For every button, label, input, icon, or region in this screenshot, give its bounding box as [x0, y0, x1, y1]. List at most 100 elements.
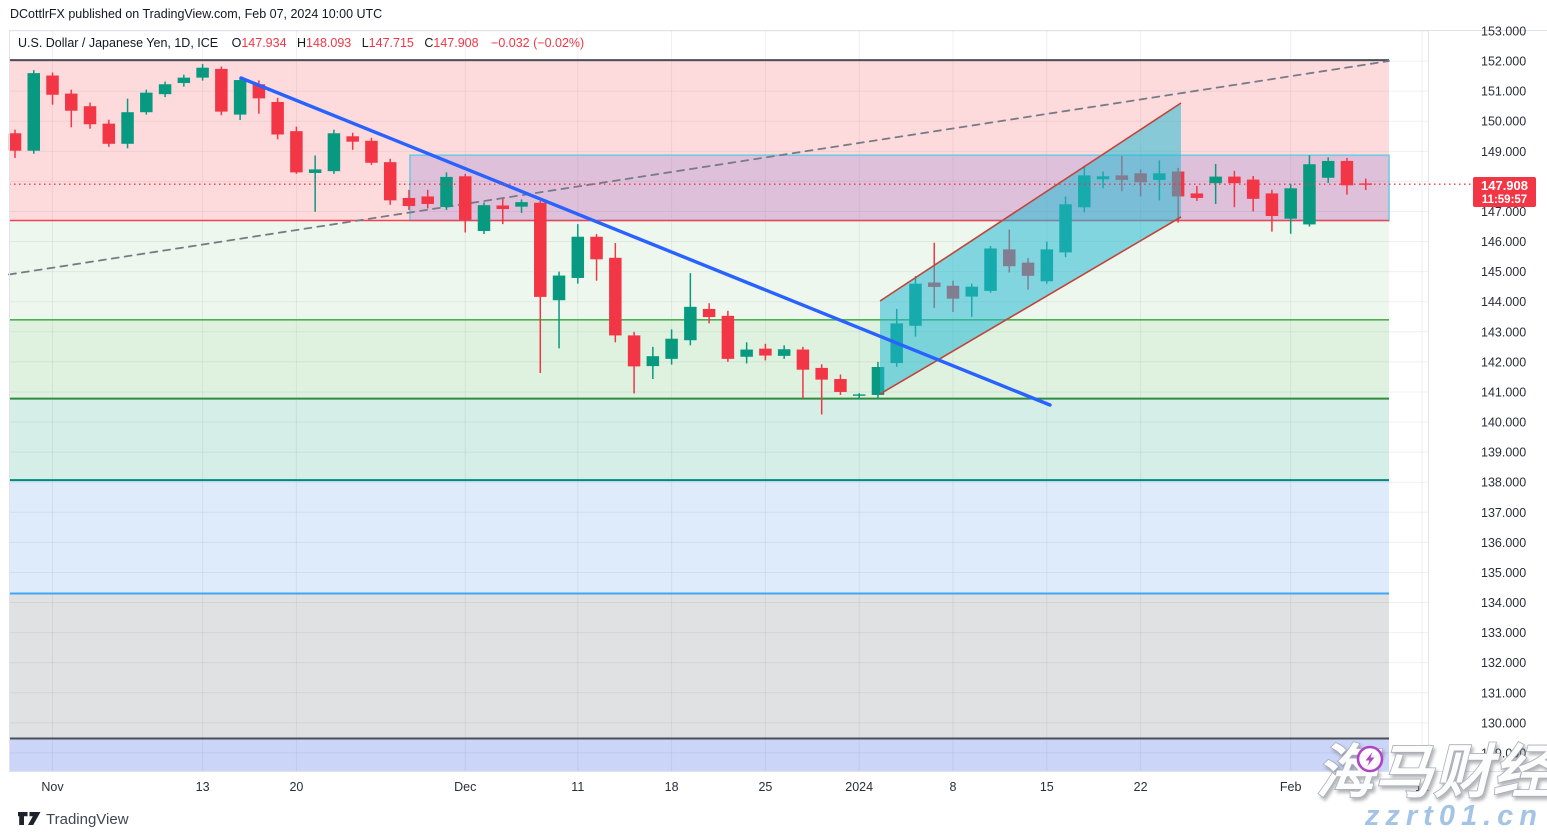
tradingview-mark-icon: [18, 812, 41, 825]
ascending-channel-fill[interactable]: [880, 103, 1181, 394]
time-tick-label: 25: [758, 780, 772, 794]
price-tick-label: 147.000: [1481, 205, 1526, 219]
trendline-descending-blue[interactable]: [239, 76, 1052, 407]
price-tick-label: 142.000: [1481, 355, 1526, 369]
candle: [571, 224, 585, 284]
attribution-text: DCottlrFX published on TradingView.com, …: [10, 7, 382, 21]
zone-support-green-2[interactable]: [9, 319, 1389, 399]
ascending-channel[interactable]: [879, 102, 1182, 395]
candle: [46, 72, 59, 105]
zone-support-green-1[interactable]: [9, 220, 1389, 320]
candle-body: [1321, 160, 1335, 178]
analysis-zones[interactable]: [9, 60, 1390, 771]
time-tick-label: 13: [196, 780, 210, 794]
zone-pivot-purple[interactable]: [409, 154, 1390, 222]
candle-body: [327, 133, 341, 172]
low-value: 147.715: [369, 36, 414, 50]
candle-body: [215, 68, 228, 112]
candle-body: [740, 349, 753, 357]
candle: [383, 158, 397, 205]
candle-body: [665, 338, 678, 359]
price-tick-label: 146.000: [1481, 235, 1526, 249]
candle: [271, 97, 284, 140]
candle-body: [1209, 176, 1222, 184]
candle: [515, 199, 528, 213]
candle-body: [65, 93, 78, 111]
candle: [777, 345, 791, 359]
time-axis[interactable]: [9, 772, 1428, 802]
candle-body: [552, 275, 566, 301]
trendlines-under[interactable]: [8, 60, 1390, 276]
price-tick-label: 143.000: [1481, 325, 1526, 339]
candle: [290, 126, 303, 174]
price-tag-value: 147.908: [1481, 178, 1528, 193]
candle-body: [571, 236, 585, 278]
candle-body: [27, 73, 41, 151]
price-tag-background: [1473, 177, 1536, 207]
zone-support-blue[interactable]: [9, 480, 1389, 594]
zone-support-periwinkle[interactable]: [9, 738, 1389, 771]
price-tick-label: 130.000: [1481, 716, 1526, 730]
candle: [1209, 163, 1222, 204]
time-tick-label: 12: [1415, 780, 1429, 794]
candle-body: [1246, 179, 1260, 199]
candle: [740, 342, 753, 364]
candle: [440, 172, 453, 210]
candle-body: [421, 196, 434, 204]
candle: [627, 331, 641, 394]
current-price-tag: 147.908 11:59:57: [1473, 177, 1536, 207]
flash-icon[interactable]: [1356, 745, 1384, 773]
candle: [534, 200, 547, 374]
time-tick-label: Nov: [41, 780, 64, 794]
candle: [402, 189, 416, 210]
zone-support-gray[interactable]: [9, 593, 1389, 739]
candle-body: [402, 197, 416, 207]
candle: [1190, 185, 1204, 201]
legend-row: U.S. Dollar / Japanese Yen, 1D, ICE O 147…: [18, 36, 584, 50]
price-tick-label: 149.000: [1481, 145, 1526, 159]
candle: [646, 346, 660, 380]
close-value: 147.908: [433, 36, 478, 50]
candle-body: [534, 202, 547, 297]
candle-body: [158, 84, 172, 95]
time-tick-label: 22: [1134, 780, 1148, 794]
ascending-channel-lower-edge[interactable]: [879, 216, 1182, 395]
candle-body: [721, 315, 735, 359]
candle-body: [1340, 160, 1354, 186]
level-lines[interactable]: [9, 59, 1389, 740]
price-tick-label: 134.000: [1481, 596, 1526, 610]
zone-support-teal[interactable]: [9, 398, 1389, 481]
candle-body: [684, 306, 697, 341]
candle: [1228, 170, 1241, 208]
candle: [8, 129, 22, 158]
candle-body: [796, 349, 810, 370]
candle: [1359, 178, 1372, 190]
price-tick-label: 141.000: [1481, 385, 1526, 399]
high-label: H: [297, 36, 306, 50]
time-tick-label: 18: [665, 780, 679, 794]
candle-body: [777, 349, 791, 356]
low-label: L: [362, 36, 369, 50]
candle: [496, 198, 510, 225]
symbol-title[interactable]: U.S. Dollar / Japanese Yen, 1D, ICE: [18, 36, 218, 50]
tradingview-logo[interactable]: TradingView: [18, 811, 129, 828]
candle-body: [83, 106, 97, 125]
trendlines-over[interactable]: [239, 76, 1052, 407]
candle-body: [496, 205, 510, 210]
candle-body: [1303, 164, 1316, 225]
candle: [477, 202, 491, 235]
candle: [158, 81, 172, 98]
candle: [721, 310, 735, 362]
trendline-ascending-dashed[interactable]: [8, 60, 1390, 276]
price-tick-label: 151.000: [1481, 85, 1526, 99]
candle: [102, 119, 116, 147]
candle-body: [759, 348, 772, 356]
open-label: O: [232, 36, 242, 50]
candle-body: [590, 236, 603, 260]
ascending-channel-upper-edge[interactable]: [879, 102, 1182, 302]
grid: [9, 30, 1428, 771]
candle-body: [815, 367, 828, 380]
price-tick-label: 152.000: [1481, 55, 1526, 69]
price-tick-label: 129.000: [1481, 746, 1526, 760]
change-value: −0.032 (−0.02%): [491, 36, 584, 50]
